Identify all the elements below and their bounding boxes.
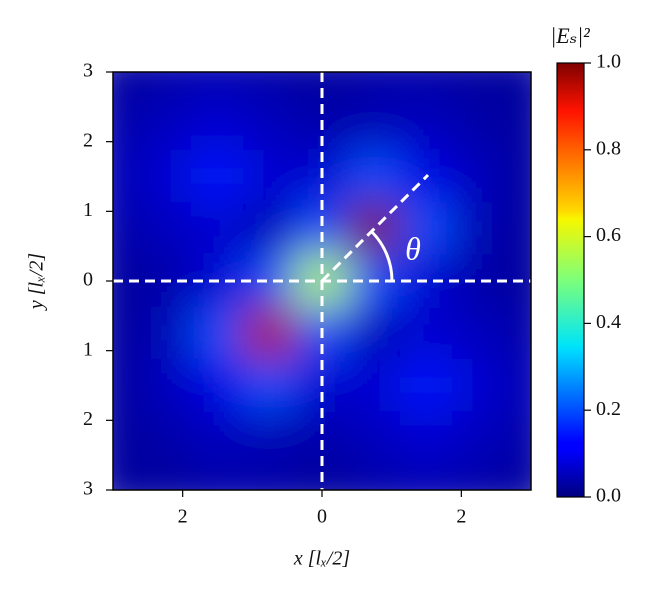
heatmap-cell [243,97,297,151]
heatmap-cell [347,149,401,204]
heatmap-cell [190,72,245,99]
heatmap-cell [452,358,506,413]
heatmap-cell [243,72,297,99]
colorbar-tick-label: 1.0 [596,51,621,73]
heatmap-cell [452,254,506,308]
y-tick-label: 3 [83,60,93,82]
heatmap-cell [452,72,506,99]
heatmap-cell [190,202,245,256]
heatmap-cell [190,411,245,465]
heatmap-cell [452,202,506,256]
heatmap-cell [190,149,245,204]
heatmap-cell [452,97,506,151]
heatmap-cell [113,358,140,413]
y-tick-label: 2 [83,129,93,151]
y-tick-label: 1 [83,199,93,221]
colorbar [556,62,585,498]
heatmap-cell [138,463,192,490]
overlay: θ [113,72,531,490]
heatmap-cell [138,306,192,360]
x-axis-label: x [lₓ/2] [293,548,350,570]
heatmap-cell [243,358,297,413]
heatmap-cell [190,463,245,490]
heatmap-cell [138,149,192,204]
x-tick-label: 0 [317,506,327,528]
heatmap-cell [243,411,297,465]
heatmap-cell [504,202,531,256]
heatmap-cell [504,149,531,204]
heatmap-cell [452,149,506,204]
heatmap-cell [243,254,297,308]
colorbar-tick-label: 0.8 [596,137,621,159]
heatmap-cell [138,411,192,465]
y-tick-label: 1 [83,338,93,360]
heatmap-cell [347,358,401,413]
heatmap-cell [138,358,192,413]
heatmap-cell [399,202,454,256]
heatmap-cell [347,306,401,360]
heatmap-cell [113,306,140,360]
y-tick-label: 2 [83,408,93,430]
heatmap-cell [504,72,531,99]
heatmap-cell [190,306,245,360]
heatmap-cell [504,463,531,490]
heatmap-cell [399,358,454,413]
heatmap-cell [347,411,401,465]
colorbar-tick-label: 0.6 [596,224,621,246]
heatmap-cell [347,463,401,490]
colorbar-tick-label: 0.2 [596,398,621,420]
heatmap-cell [295,411,349,465]
heatmap-cell [452,306,506,360]
heatmap-cell [190,358,245,413]
heatmap-cell [452,411,506,465]
angle-arc [370,230,394,282]
y-tick-label: 3 [83,478,93,500]
colorbar-tick-label: 0.0 [596,485,621,507]
heatmap-cell [243,306,297,360]
heatmap-cell [190,97,245,151]
heatmap-cell [399,463,454,490]
colorbar-label: |Eₛ|² [550,23,590,48]
y-tick-label: 0 [83,269,93,291]
heatmap-cell [243,463,297,490]
heatmap-cell [504,97,531,151]
heatmap-cell [399,306,454,360]
heatmap-cell [399,97,454,151]
heatmap-cell [504,306,531,360]
y-axis-label: y [lₓ/2] [26,253,48,311]
heatmap-cell [347,97,401,151]
dashed-line [320,173,430,283]
heatmap-cell [347,72,401,99]
heatmap-cell [138,97,192,151]
heatmap-cell [113,97,140,151]
colorbar-tick-label: 0.4 [596,311,621,333]
heatmap-cell [113,72,140,99]
heatmap-cell [138,202,192,256]
heatmap-cell [452,463,506,490]
heatmap-cell [113,463,140,490]
x-tick-label: 2 [178,506,188,528]
heatmap-cell [113,411,140,465]
angle-label: θ [405,230,421,266]
heatmap-cell [243,202,297,256]
heatmap-cell [295,202,349,256]
heatmap-cell [504,358,531,413]
x-tick-label: 2 [456,506,466,528]
heatmap-cell [504,411,531,465]
heatmap-cell [138,72,192,99]
heatmap-cell [113,202,140,256]
heatmap-cell [113,149,140,204]
heatmap-cell [399,72,454,99]
heatmap-cell [399,411,454,465]
heatmap-cell [243,149,297,204]
